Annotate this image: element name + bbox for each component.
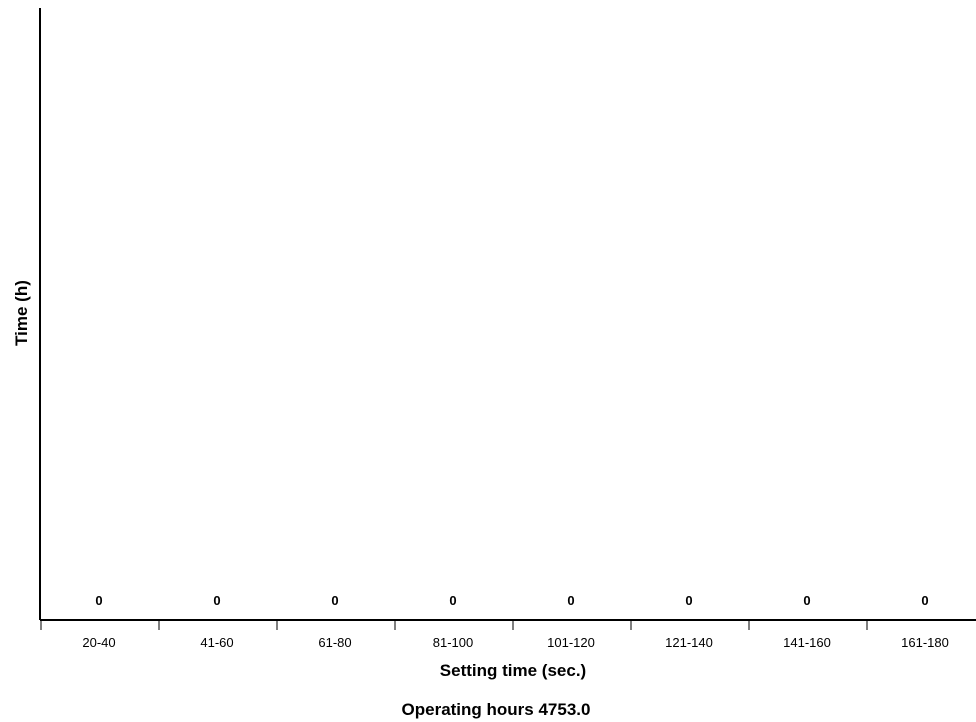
data-label: 0 bbox=[95, 593, 102, 608]
x-tick-label: 81-100 bbox=[433, 635, 473, 650]
data-label: 0 bbox=[213, 593, 220, 608]
operating-hours-text: Operating hours 4753.0 bbox=[402, 700, 591, 719]
x-tick-labels-group: 20-40 41-60 61-80 81-100 101-120 121-140 141-1… bbox=[82, 635, 948, 650]
y-axis-title: Time (h) bbox=[12, 280, 31, 346]
data-label: 0 bbox=[803, 593, 810, 608]
x-tick-label: 161-180 bbox=[901, 635, 949, 650]
x-tick-label: 121-140 bbox=[665, 635, 713, 650]
x-ticks-group bbox=[40, 620, 868, 630]
x-tick-label: 141-160 bbox=[783, 635, 831, 650]
data-label: 0 bbox=[921, 593, 928, 608]
x-axis-title: Setting time (sec.) bbox=[440, 661, 586, 680]
data-label: 0 bbox=[567, 593, 574, 608]
data-label: 0 bbox=[331, 593, 338, 608]
data-labels-group: 0 0 0 0 0 0 0 0 bbox=[95, 593, 928, 608]
x-tick-label: 61-80 bbox=[318, 635, 351, 650]
data-label: 0 bbox=[685, 593, 692, 608]
x-tick-label: 20-40 bbox=[82, 635, 115, 650]
x-tick-label: 101-120 bbox=[547, 635, 595, 650]
data-label: 0 bbox=[449, 593, 456, 608]
x-tick-label: 41-60 bbox=[200, 635, 233, 650]
